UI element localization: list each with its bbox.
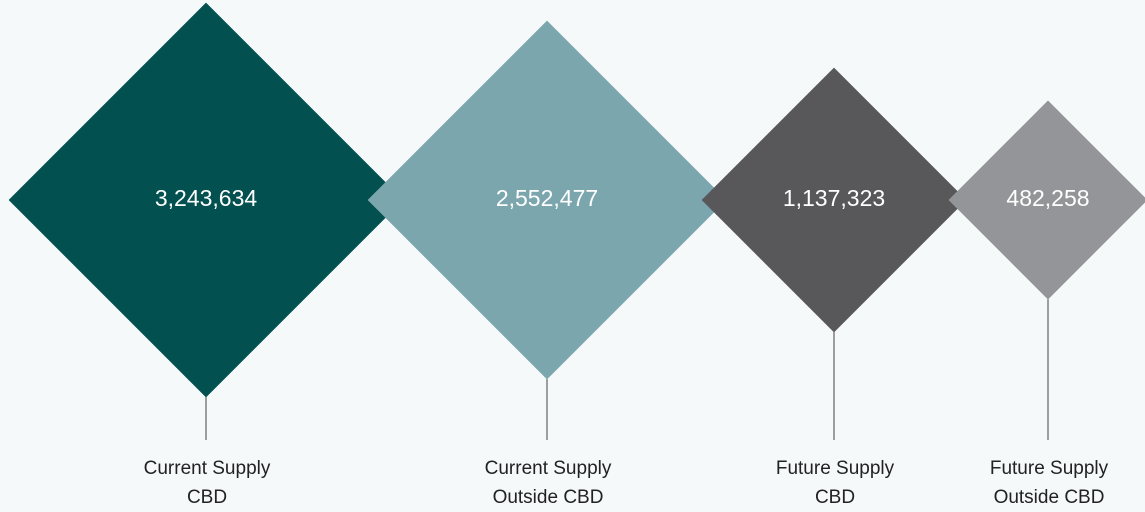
value-label: 1,137,323 (783, 185, 885, 211)
category-label: Outside CBD (994, 487, 1105, 508)
category-label: Current Supply (485, 458, 612, 479)
category-label: CBD (187, 487, 227, 508)
diamond (8, 2, 404, 398)
category-label: Future Supply (990, 458, 1109, 479)
category-label: Outside CBD (493, 487, 604, 508)
diamond (948, 100, 1145, 300)
category-label: Future Supply (776, 458, 895, 479)
value-label: 482,258 (1006, 185, 1089, 211)
category-label: Current Supply (144, 458, 271, 479)
diamond (367, 20, 727, 380)
diamond (701, 67, 967, 333)
category-label: CBD (815, 487, 855, 508)
value-label: 3,243,634 (155, 185, 258, 211)
value-label: 2,552,477 (496, 185, 598, 211)
